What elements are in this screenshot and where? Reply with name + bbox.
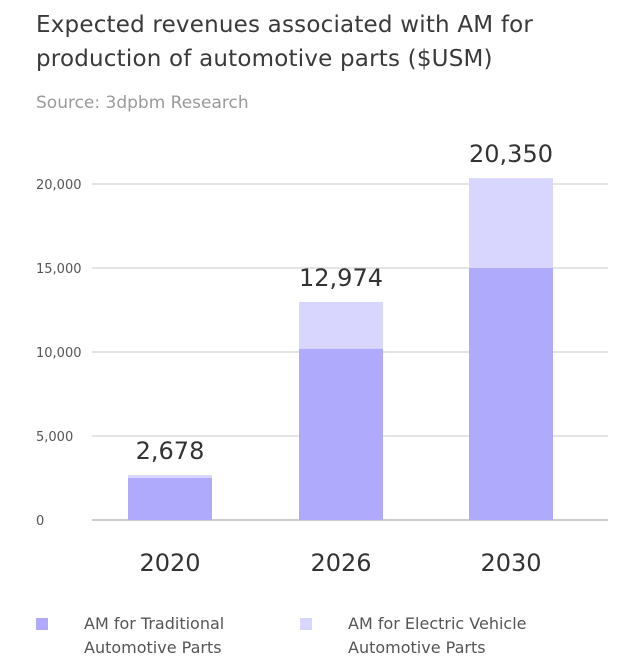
x-category-label: 2020 — [139, 549, 200, 577]
bar-segment-traditional — [299, 348, 383, 520]
legend-swatch-electric — [300, 618, 312, 630]
bar-chart: 0 5,000 10,000 15,000 20,000 2,678 2020 12,974 2… — [36, 140, 608, 577]
bar-segment-traditional — [128, 478, 212, 520]
bar-segment-electric — [128, 475, 212, 478]
chart-labels: 0 5,000 10,000 15,000 20,000 2,678 2020 12,974 2… — [36, 140, 553, 577]
bar-total-label: 12,974 — [299, 264, 383, 292]
bar-segment-electric — [469, 178, 553, 268]
y-tick-label: 15,000 — [36, 262, 82, 277]
chart-subtitle: Source: 3dpbm Research — [36, 93, 249, 113]
bar-segment-traditional — [469, 268, 553, 520]
bar-segment-electric — [299, 302, 383, 349]
y-tick-label: 10,000 — [36, 346, 82, 361]
legend-swatch-traditional — [36, 618, 48, 630]
y-tick-label: 0 — [36, 514, 44, 529]
y-tick-label: 5,000 — [36, 430, 73, 445]
bar-total-label: 20,350 — [469, 140, 553, 168]
bars — [128, 178, 553, 520]
bar-total-label: 2,678 — [136, 437, 205, 465]
chart-title: Expected revenues associated with AM for… — [36, 12, 534, 72]
x-category-label: 2030 — [480, 549, 541, 577]
legend-label-traditional: AM for Traditional Automotive Parts — [84, 614, 225, 657]
x-category-label: 2026 — [310, 549, 371, 577]
y-tick-label: 20,000 — [36, 178, 82, 193]
legend-label-electric: AM for Electric Vehicle Automotive Parts — [348, 614, 527, 657]
